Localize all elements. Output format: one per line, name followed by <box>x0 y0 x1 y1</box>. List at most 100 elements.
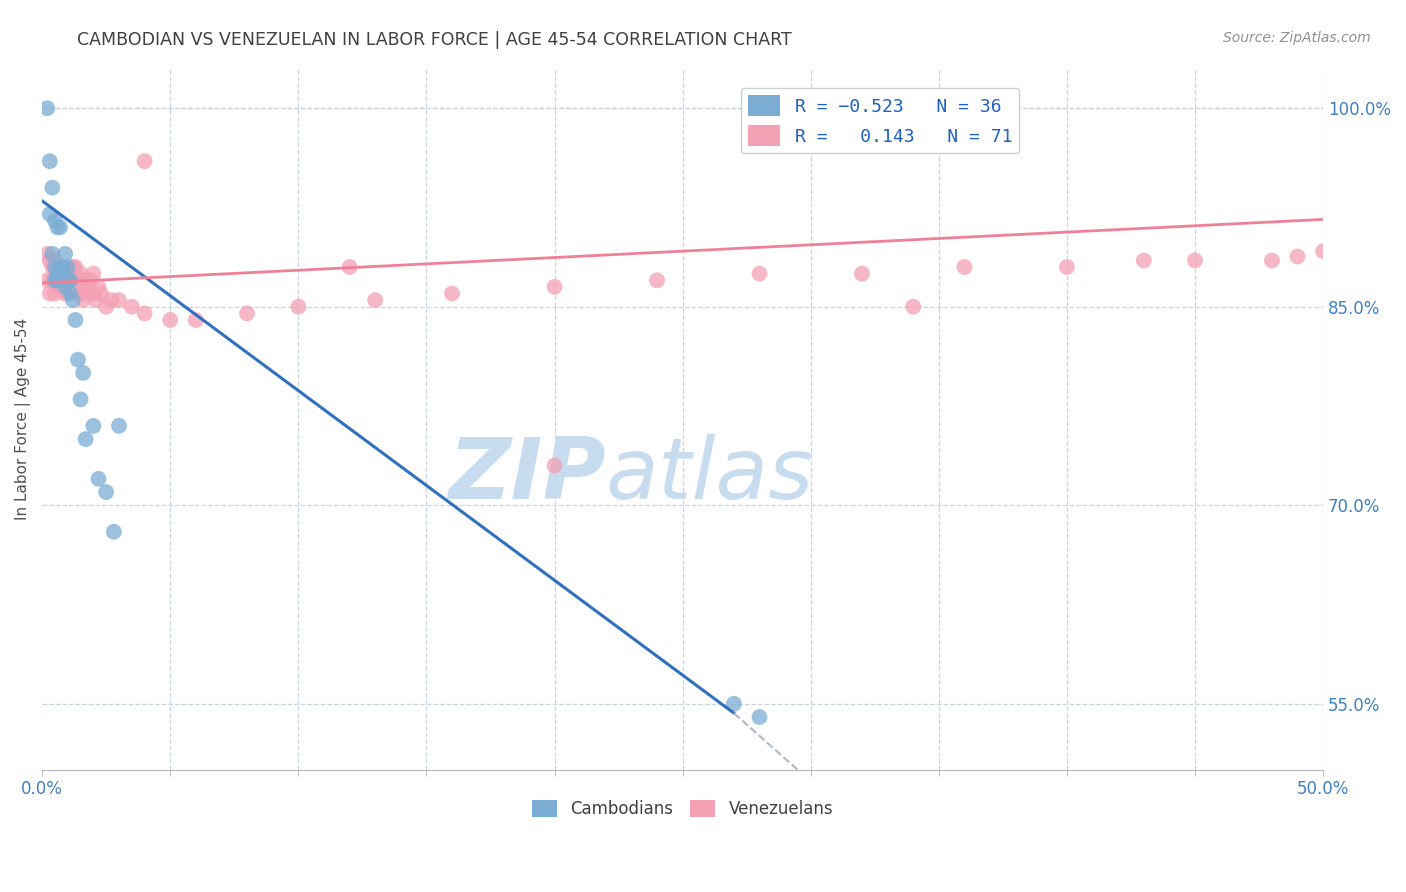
Point <box>53 267 76 281</box>
Point <box>62 280 84 294</box>
Point <box>37 273 59 287</box>
Point <box>46 273 69 287</box>
Point <box>52 260 75 274</box>
Point <box>108 418 131 433</box>
Point <box>37 101 59 115</box>
Point <box>236 306 259 320</box>
Point <box>46 267 69 281</box>
Point <box>44 253 66 268</box>
Point <box>645 273 668 287</box>
Point <box>364 293 387 307</box>
Point <box>1261 253 1284 268</box>
Legend: Cambodians, Venezuelans: Cambodians, Venezuelans <box>526 793 839 825</box>
Point <box>44 286 66 301</box>
Point <box>72 273 94 287</box>
Point <box>339 260 361 274</box>
Point <box>1184 253 1206 268</box>
Point <box>52 273 75 287</box>
Point <box>52 260 75 274</box>
Point <box>543 458 565 473</box>
Point <box>121 300 143 314</box>
Point <box>53 286 76 301</box>
Point <box>108 293 131 307</box>
Point <box>72 366 94 380</box>
Point <box>46 267 69 281</box>
Point <box>46 220 69 235</box>
Point <box>56 273 79 287</box>
Point <box>90 286 112 301</box>
Point <box>53 273 76 287</box>
Point <box>52 273 75 287</box>
Point <box>65 313 87 327</box>
Point <box>69 273 91 287</box>
Text: Source: ZipAtlas.com: Source: ZipAtlas.com <box>1223 31 1371 45</box>
Text: atlas: atlas <box>606 434 814 516</box>
Point <box>46 260 69 274</box>
Point <box>46 280 69 294</box>
Point <box>748 710 770 724</box>
Point <box>75 273 97 287</box>
Point <box>851 267 873 281</box>
Point <box>69 392 91 407</box>
Point <box>49 260 72 274</box>
Point <box>1312 244 1334 259</box>
Point <box>38 207 60 221</box>
Point <box>441 286 464 301</box>
Point <box>38 286 60 301</box>
Point <box>59 260 82 274</box>
Point <box>44 213 66 227</box>
Point <box>1286 250 1309 264</box>
Point <box>46 273 69 287</box>
Point <box>87 472 110 486</box>
Point <box>37 247 59 261</box>
Point <box>903 300 925 314</box>
Text: ZIP: ZIP <box>449 434 606 516</box>
Point <box>38 253 60 268</box>
Point <box>62 260 84 274</box>
Y-axis label: In Labor Force | Age 45-54: In Labor Force | Age 45-54 <box>15 318 31 520</box>
Point <box>62 293 84 307</box>
Point <box>80 273 103 287</box>
Point <box>103 524 125 539</box>
Point <box>72 293 94 307</box>
Point <box>52 280 75 294</box>
Point <box>96 485 118 500</box>
Point <box>56 286 79 301</box>
Point <box>41 180 63 194</box>
Point <box>134 154 156 169</box>
Point <box>56 267 79 281</box>
Point <box>82 267 104 281</box>
Point <box>66 280 89 294</box>
Point <box>44 260 66 274</box>
Point <box>41 247 63 261</box>
Point <box>84 293 107 307</box>
Point <box>159 313 181 327</box>
Point <box>87 280 110 294</box>
Point <box>56 273 79 287</box>
Point <box>49 280 72 294</box>
Point <box>723 697 745 711</box>
Point <box>38 154 60 169</box>
Point <box>49 273 72 287</box>
Point <box>953 260 976 274</box>
Point <box>53 280 76 294</box>
Point <box>82 418 104 433</box>
Point <box>82 286 104 301</box>
Point <box>53 247 76 261</box>
Point <box>49 260 72 274</box>
Point <box>543 280 565 294</box>
Point <box>66 273 89 287</box>
Point <box>287 300 309 314</box>
Point <box>49 267 72 281</box>
Point <box>44 273 66 287</box>
Point <box>1133 253 1156 268</box>
Point <box>134 306 156 320</box>
Text: CAMBODIAN VS VENEZUELAN IN LABOR FORCE | AGE 45-54 CORRELATION CHART: CAMBODIAN VS VENEZUELAN IN LABOR FORCE |… <box>77 31 792 49</box>
Point <box>66 352 89 367</box>
Point <box>96 300 118 314</box>
Point <box>41 260 63 274</box>
Point <box>56 260 79 274</box>
Point <box>49 273 72 287</box>
Point <box>65 260 87 274</box>
Point <box>59 273 82 287</box>
